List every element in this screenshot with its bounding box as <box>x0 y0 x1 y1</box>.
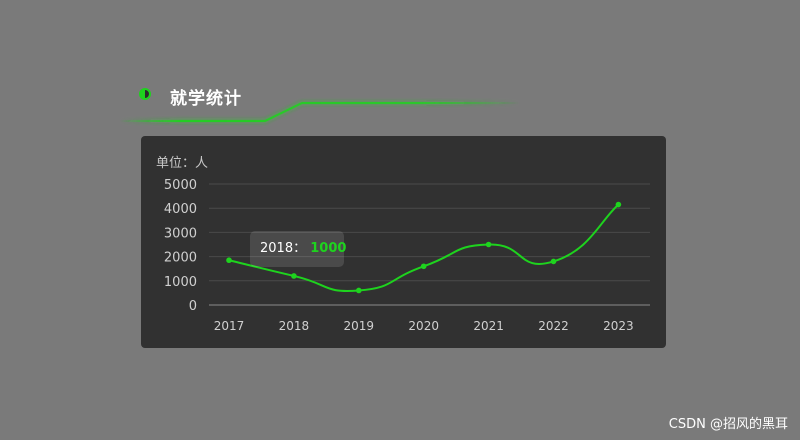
data-point <box>615 201 622 208</box>
data-point <box>420 263 427 270</box>
y-tick-label: 5000 <box>164 178 197 193</box>
half-circle-icon <box>139 88 151 100</box>
data-point <box>485 241 492 248</box>
chart-tooltip: 2018： 1000 <box>250 231 347 267</box>
data-point <box>226 257 232 264</box>
x-tick-label: 2017 <box>214 319 245 333</box>
y-tick-label: 4000 <box>164 202 197 217</box>
y-tick-label: 2000 <box>164 251 197 266</box>
line-chart: 0 1000 2000 3000 4000 5000 2017 2018 2019 2020 202… <box>164 178 650 333</box>
x-tick-label: 2021 <box>473 319 504 333</box>
watermark: CSDN @招风的黑耳 <box>668 417 788 432</box>
x-tick-label: 2019 <box>344 319 375 333</box>
data-point <box>291 273 297 279</box>
title-bar: 就学统计 <box>0 0 800 135</box>
page-title: 就学统计 <box>170 89 242 109</box>
chart-panel: 单位：人 0 1000 2000 3000 4000 5000 2017 2018 2019 20… <box>141 136 666 348</box>
y-tick-label: 3000 <box>164 226 197 241</box>
y-tick-label: 0 <box>189 299 197 314</box>
data-point <box>356 287 362 294</box>
x-tick-label: 2023 <box>603 319 634 333</box>
y-tick-label: 1000 <box>164 275 197 290</box>
unit-label: 单位：人 <box>156 156 209 171</box>
tooltip-label: 2018： <box>260 241 307 256</box>
x-tick-label: 2022 <box>538 319 569 333</box>
data-point <box>550 258 557 265</box>
x-tick-label: 2018 <box>279 319 310 333</box>
title-underline-decoration <box>120 102 520 122</box>
tooltip-value: 1000 <box>310 241 347 256</box>
x-tick-label: 2020 <box>408 319 439 333</box>
